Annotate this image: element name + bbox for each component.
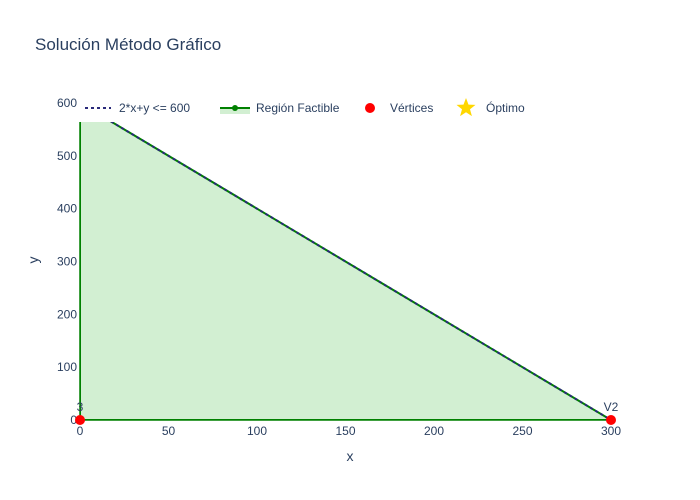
vertex-label: 3 <box>77 400 84 414</box>
legend-label: Vértices <box>390 101 433 115</box>
x-tick-label: 50 <box>162 424 176 438</box>
vertices-layer: 3 V2 <box>75 400 619 425</box>
y-tick-label: 400 <box>57 202 77 216</box>
x-tick-label: 0 <box>77 424 84 438</box>
legend-swatch-dot <box>232 105 238 111</box>
x-axis-label: x <box>347 448 354 464</box>
x-tick-label: 250 <box>512 424 532 438</box>
x-tick-label: 150 <box>335 424 355 438</box>
legend-item[interactable]: Vértices <box>365 101 433 115</box>
feasible-region-boundary <box>80 122 613 420</box>
legend-swatch-circle <box>365 103 375 113</box>
y-tick-label: 300 <box>57 255 77 269</box>
chart-title: Solución Método Gráfico <box>35 35 221 54</box>
vertex-label: V2 <box>604 400 619 414</box>
legend-label: 2*x+y <= 600 <box>119 101 190 115</box>
x-tick-label: 200 <box>424 424 444 438</box>
y-tick-label: 0 <box>70 413 77 427</box>
vertex-marker <box>606 415 616 425</box>
vertex-marker <box>75 415 85 425</box>
axes: 0 50 100 150 200 250 300 0 100 200 300 400 500 600 <box>57 96 621 438</box>
x-tick-label: 300 <box>601 424 621 438</box>
y-tick-label: 200 <box>57 307 77 321</box>
constraint-line <box>109 122 612 420</box>
legend-label: Óptimo <box>486 100 525 115</box>
y-tick-label: 500 <box>57 149 77 163</box>
legend-item[interactable]: 2*x+y <= 600 <box>85 101 190 115</box>
y-tick-label: 600 <box>57 96 77 110</box>
star-icon <box>456 98 476 117</box>
legend[interactable]: 2*x+y <= 600 Región Factible Vértices Óptim… <box>85 98 526 117</box>
legend-label: Región Factible <box>256 101 340 115</box>
feasible-region-fill <box>80 122 611 420</box>
legend-item[interactable]: Región Factible <box>220 101 340 115</box>
y-axis-label: y <box>25 257 41 264</box>
y-tick-label: 100 <box>57 360 77 374</box>
plot-area <box>80 122 613 420</box>
x-tick-label: 100 <box>247 424 267 438</box>
legend-item[interactable]: Óptimo <box>456 98 526 117</box>
